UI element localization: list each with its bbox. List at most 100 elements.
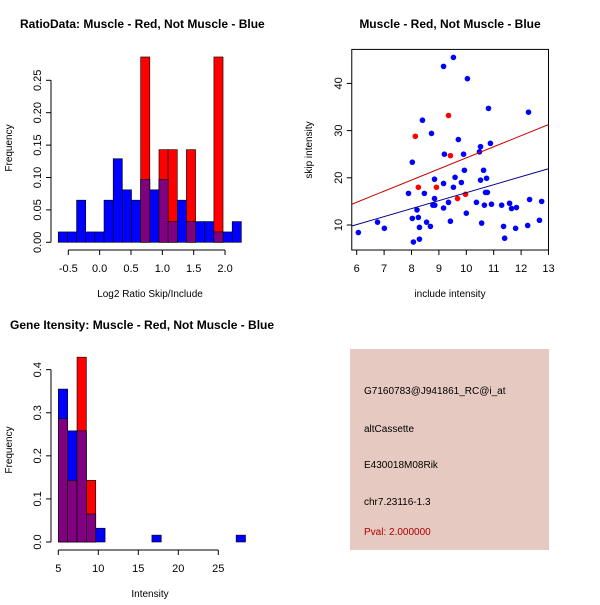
scatter-point-blue (480, 167, 487, 174)
ratio-hist-blue-bar (195, 221, 206, 243)
scatter-x-tick-label: 13 (542, 263, 554, 275)
scatter-point-red (433, 184, 440, 191)
scatter-point-blue (526, 196, 533, 203)
scatter-xlabel: include intensity (414, 289, 485, 300)
scatter-point-blue (416, 224, 423, 231)
scatter-point-red (412, 133, 419, 140)
intensity-hist-x-tick-label: 5 (55, 563, 61, 575)
scatter-point-blue (421, 190, 428, 197)
scatter-x-tick-label: 9 (436, 263, 442, 275)
intensity-hist-y-tick-label: 0.3 (32, 405, 44, 420)
scatter-point-blue (355, 229, 362, 236)
scatter-point-blue (513, 204, 520, 211)
scatter-point-blue (506, 200, 513, 207)
scatter-point-red (447, 152, 454, 159)
intensity-hist-overlap-bar (57, 418, 68, 543)
scatter-point-blue (452, 174, 458, 181)
ratio-hist-blue-bar (149, 189, 160, 243)
intensity-hist-blue-bar (95, 527, 106, 543)
scatter-point-blue (416, 236, 423, 242)
scatter-point-red (445, 112, 452, 119)
scatter-point-blue (458, 179, 465, 186)
location: chr7.23116-1.3 (364, 497, 431, 508)
ratio-hist-blue-bar (112, 158, 123, 243)
scatter-point-blue (536, 217, 543, 224)
intensity-hist-xlabel: Intensity (131, 589, 168, 600)
scatter-point-blue (501, 235, 508, 242)
ratio-hist-blue-bar (231, 221, 242, 243)
scatter-point-blue (409, 215, 416, 222)
intensity-hist-overlap-bar (76, 430, 87, 543)
scatter-point-blue (525, 109, 532, 115)
scatter-x-tick-label: 10 (460, 263, 472, 275)
ratio-hist-overlap-bar (213, 231, 224, 243)
scatter-point-blue (414, 207, 420, 213)
intensity-hist-x-tick-label: 20 (172, 563, 184, 575)
scatter-title: Muscle - Red, Not Muscle - Blue (359, 17, 541, 31)
scatter-point-blue (374, 219, 381, 225)
scatter-point-blue (431, 176, 438, 183)
ratio-hist-blue-bar (76, 199, 87, 243)
ratio-hist-ylabel: Frequency (4, 124, 15, 171)
scatter-point-blue (431, 202, 438, 208)
scatter-point-blue (464, 75, 471, 82)
scatter-point-blue (477, 177, 484, 183)
ratio-hist-overlap-bar (167, 221, 178, 243)
scatter-point-blue (538, 198, 545, 205)
scatter-point-blue (450, 54, 457, 61)
scatter-point-blue (487, 140, 494, 147)
scatter-point-blue (427, 223, 434, 230)
intensity-hist-blue-bar (151, 534, 162, 543)
scatter-point-blue (440, 205, 447, 211)
scatter-point-blue (512, 225, 519, 232)
scatter-point-blue (447, 218, 454, 225)
scatter-y-tick-label: 10 (333, 219, 345, 231)
scatter-y-tick-label: 30 (333, 124, 345, 136)
scatter-ylabel: skip intensity (304, 121, 315, 178)
scatter-point-blue (478, 220, 485, 226)
scatter-point-blue (461, 167, 468, 174)
scatter-point-blue (409, 159, 416, 166)
scatter-point-blue (441, 151, 448, 157)
scatter-fit-line-blue (351, 168, 549, 227)
scatter-point-blue (405, 190, 412, 197)
scatter-point-blue (431, 195, 438, 202)
ratio-hist-y-tick-label: 0.20 (32, 102, 44, 123)
event-type: altCassette (364, 424, 415, 435)
scatter-x-tick-label: 6 (354, 263, 360, 275)
intensity-hist-y-tick-label: 0.4 (32, 362, 44, 377)
scatter-x-tick-label: 8 (408, 263, 414, 275)
ratio-hist-overlap-bar (158, 179, 169, 243)
scatter-point-blue (524, 222, 531, 229)
ratio-hist-blue-bar (57, 231, 68, 243)
ratio-hist-x-tick-label: 0.5 (123, 263, 138, 275)
ratio-hist-blue-bar (122, 189, 132, 243)
intensity-hist-y-tick-label: 0.0 (32, 534, 44, 549)
scatter-point-blue (381, 225, 388, 232)
scatter-point-blue (423, 219, 430, 225)
info-panel: G7160783@J941861_RC@i_at altCassette E43… (350, 349, 549, 550)
intensity-hist-y-tick-label: 0.2 (32, 448, 44, 463)
scatter-point-blue (445, 199, 452, 206)
scatter-point-blue (440, 63, 447, 70)
ratio-hist-x-tick-label: -0.5 (59, 263, 78, 275)
scatter-x-tick-label: 12 (515, 263, 527, 275)
scatter-point-blue (488, 201, 495, 208)
scatter-point-blue (455, 136, 462, 143)
ratio-hist-blue-bar (131, 199, 141, 243)
ratio-hist-blue-bar (103, 199, 114, 243)
scatter-point-blue (450, 184, 457, 191)
scatter-point-blue (484, 189, 491, 196)
ratio-hist-x-tick-label: 1.5 (186, 263, 201, 275)
scatter-point-blue (483, 175, 490, 182)
scatter-point-red (454, 195, 461, 202)
ratio-hist-blue-bar (222, 231, 233, 243)
intensity-hist-y-tick-label: 0.1 (32, 491, 44, 506)
intensity-hist-overlap-bar (67, 480, 78, 543)
intensity-hist-x-tick-label: 10 (92, 563, 104, 575)
scatter-y-tick-label: 40 (333, 77, 345, 89)
scatter-point-blue (498, 202, 505, 208)
intensity-hist-overlap-bar (86, 513, 97, 543)
